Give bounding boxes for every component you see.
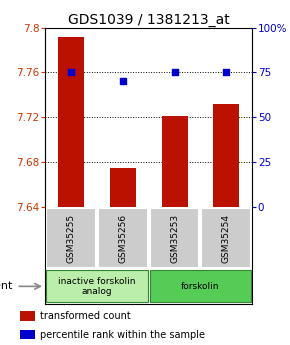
Bar: [98, 208, 148, 268]
Bar: [46, 270, 148, 302]
Text: percentile rank within the sample: percentile rank within the sample: [40, 330, 205, 339]
Bar: [58, 37, 84, 207]
Text: agent: agent: [0, 282, 13, 291]
Text: forskolin: forskolin: [181, 282, 220, 291]
Text: GSM35256: GSM35256: [118, 214, 127, 263]
Bar: [213, 104, 239, 207]
Point: [120, 79, 125, 84]
Text: GSM35253: GSM35253: [170, 214, 179, 263]
Bar: [150, 208, 200, 268]
Point: [68, 70, 73, 75]
Bar: [110, 168, 136, 207]
Point: [172, 70, 177, 75]
Text: GSM35254: GSM35254: [222, 214, 231, 263]
Text: GSM35255: GSM35255: [66, 214, 75, 263]
Title: GDS1039 / 1381213_at: GDS1039 / 1381213_at: [68, 12, 229, 27]
Bar: [162, 116, 188, 207]
Bar: [150, 270, 251, 302]
Bar: [202, 208, 251, 268]
Point: [224, 70, 229, 75]
Bar: [20, 330, 35, 339]
Text: transformed count: transformed count: [40, 311, 130, 321]
Bar: [20, 311, 35, 321]
Text: inactive forskolin
analog: inactive forskolin analog: [58, 277, 135, 296]
Bar: [46, 208, 96, 268]
